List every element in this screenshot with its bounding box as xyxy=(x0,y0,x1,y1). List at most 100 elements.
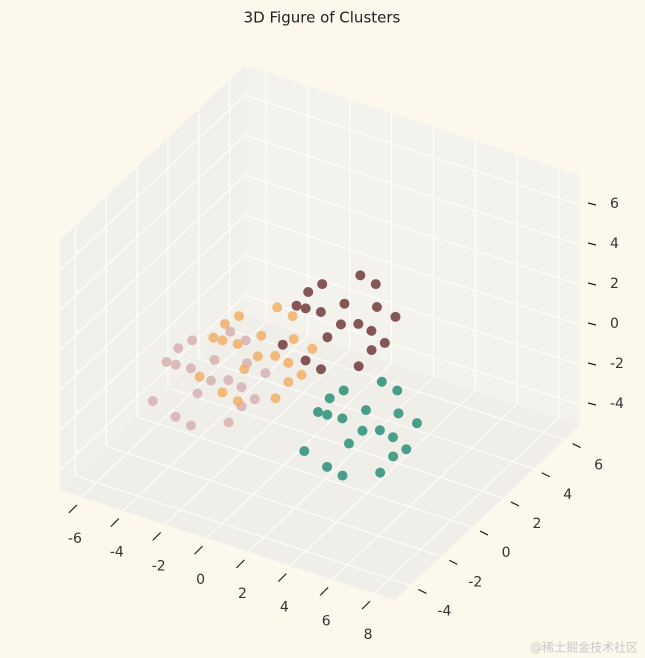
tick-mark xyxy=(587,362,597,366)
axes: -6 -4 -2 0 2 4 6 8 -4 -2 0 2 4 6 -4 -2 0 2 4 6 xyxy=(68,196,624,643)
data-point xyxy=(277,339,288,350)
data-point xyxy=(256,330,267,341)
data-point xyxy=(357,425,368,436)
grid-line xyxy=(136,416,473,528)
data-point xyxy=(223,375,234,386)
tick-mark xyxy=(319,586,329,596)
grid-line xyxy=(289,390,476,566)
grid-line xyxy=(248,376,434,553)
data-point xyxy=(161,356,172,367)
tick-mark xyxy=(448,559,458,565)
data-point xyxy=(300,303,311,314)
grid-line xyxy=(59,174,246,351)
tick-mark xyxy=(587,202,597,206)
data-point xyxy=(272,302,283,313)
z-tick-label: 4 xyxy=(610,236,619,252)
data-point xyxy=(287,311,298,322)
data-point xyxy=(339,298,350,309)
data-point xyxy=(291,300,302,311)
z-tick-label: -2 xyxy=(610,356,624,372)
grid-line xyxy=(59,214,246,391)
data-point xyxy=(217,387,228,398)
data-point xyxy=(401,444,412,455)
data-point xyxy=(270,393,281,404)
data-point xyxy=(366,325,377,336)
data-point xyxy=(387,432,398,443)
data-point xyxy=(225,326,236,337)
data-point xyxy=(209,354,220,365)
grid-line xyxy=(244,214,581,326)
data-point xyxy=(220,318,231,329)
z-tick-label: 6 xyxy=(610,196,619,212)
y-tick-label: 6 xyxy=(594,458,603,474)
tick-mark xyxy=(418,588,427,594)
data-point xyxy=(296,369,307,380)
data-point xyxy=(283,357,294,368)
tick-mark xyxy=(110,518,120,528)
tick-mark xyxy=(587,242,597,246)
data-point xyxy=(337,413,348,424)
data-point xyxy=(366,345,377,356)
data-point xyxy=(317,279,328,290)
grid-line xyxy=(75,474,411,586)
data-point xyxy=(388,451,399,462)
tick-mark xyxy=(68,504,78,514)
data-point xyxy=(390,311,401,322)
watermark: @稀土掘金技术社区 xyxy=(530,640,638,655)
data-point xyxy=(360,405,371,416)
tick-mark xyxy=(277,573,287,583)
tick-mark xyxy=(587,322,597,326)
x-tick-label: -4 xyxy=(110,545,124,561)
data-point xyxy=(217,335,228,346)
x-tick-label: 6 xyxy=(322,613,331,629)
tick-mark xyxy=(587,402,597,406)
y-tick-label: -4 xyxy=(437,603,451,619)
data-point xyxy=(170,411,181,422)
grid-line xyxy=(244,94,581,206)
data-point xyxy=(299,446,310,457)
grid-line xyxy=(59,94,246,271)
x-tick-label: -6 xyxy=(68,531,82,547)
data-point xyxy=(194,371,205,382)
chart-title: 3D Figure of Clusters xyxy=(244,9,401,27)
tick-mark xyxy=(152,531,162,541)
tick-mark xyxy=(236,559,245,569)
data-point xyxy=(208,332,219,343)
data-point xyxy=(234,311,245,322)
data-point xyxy=(337,470,348,481)
data-point xyxy=(236,382,247,393)
grid-line xyxy=(244,294,581,406)
data-point xyxy=(240,335,251,346)
grid-line xyxy=(206,362,392,539)
grid-line xyxy=(244,134,581,246)
data-point xyxy=(353,318,364,329)
data-point xyxy=(322,332,333,343)
data-point xyxy=(232,338,243,349)
floor-pane xyxy=(60,315,580,600)
data-point xyxy=(239,364,250,375)
data-point xyxy=(249,394,260,405)
x-tick-label: 8 xyxy=(364,627,373,643)
grid-line xyxy=(59,254,246,431)
tick-mark xyxy=(361,600,371,610)
x-tick-label: 2 xyxy=(238,586,247,602)
points xyxy=(147,270,422,481)
data-point xyxy=(186,420,197,431)
data-point xyxy=(185,363,196,374)
data-point xyxy=(393,408,404,419)
data-point xyxy=(322,409,333,420)
data-point xyxy=(316,364,327,375)
y-tick-label: 2 xyxy=(532,516,541,532)
data-point xyxy=(353,361,364,372)
data-point xyxy=(315,307,326,317)
z-tick-label: -4 xyxy=(610,396,624,412)
data-point xyxy=(379,337,390,348)
data-point xyxy=(370,279,381,290)
grid-line xyxy=(244,174,581,286)
tick-mark xyxy=(194,545,203,555)
x-tick-label: -2 xyxy=(152,558,166,574)
data-point xyxy=(338,385,349,396)
data-point xyxy=(223,417,234,428)
tick-mark xyxy=(479,530,489,536)
grid-line xyxy=(164,349,351,525)
